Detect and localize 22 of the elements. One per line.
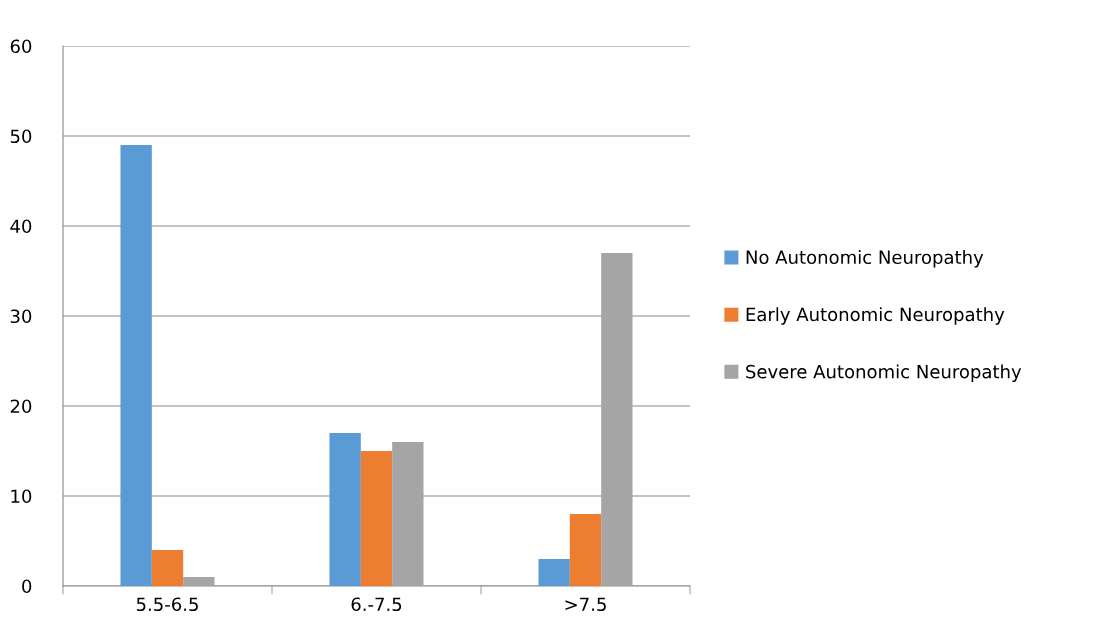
bar [151, 550, 184, 586]
y-tick-label: 10 [11, 489, 32, 504]
y-tick-label: 60 [10, 39, 32, 54]
legend-label: Early Autonomic Neuropathy [746, 307, 1005, 325]
bar [120, 145, 152, 586]
y-tick-label: 40 [10, 219, 32, 234]
x-tick-label: >7.5 [565, 597, 606, 612]
y-tick-label: 50 [10, 129, 32, 144]
bar [360, 451, 393, 586]
bar [569, 514, 602, 586]
x-tick-label: 5.5-6.5 [136, 597, 198, 612]
bar [329, 433, 361, 586]
legend-label: Severe Autonomic Neuropathy [746, 364, 1022, 382]
bar [183, 577, 215, 586]
bar [538, 559, 570, 586]
bar [392, 442, 424, 586]
x-tick-label: 6.-7.5 [351, 597, 402, 612]
y-tick-label: 20 [10, 399, 32, 414]
y-tick-label: 30 [10, 309, 32, 324]
y-tick-label: 0 [22, 579, 32, 594]
legend-label: No Autonomic Neuropathy [746, 250, 984, 268]
bar [601, 253, 633, 586]
